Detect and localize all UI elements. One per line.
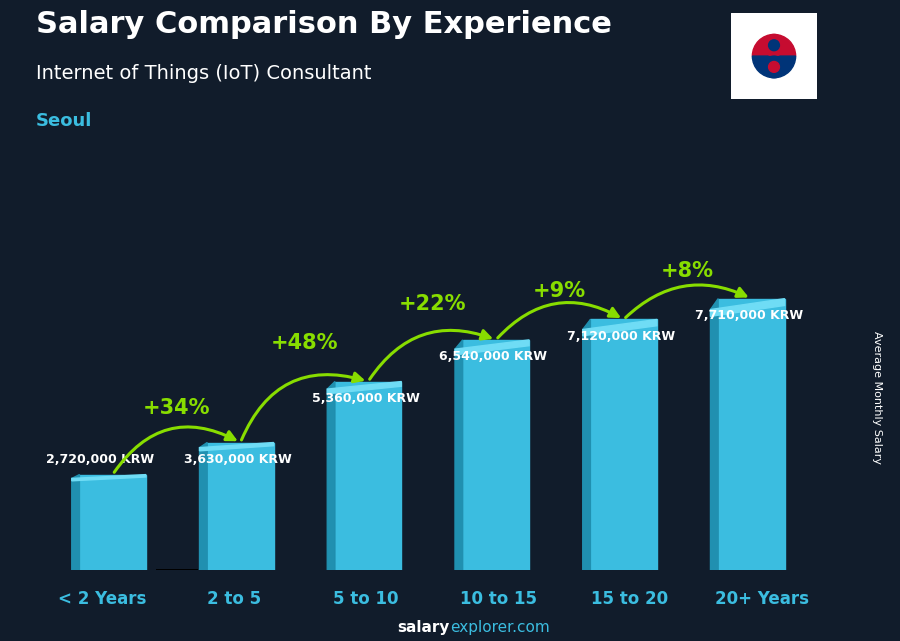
Text: 15 to 20: 15 to 20	[591, 590, 669, 608]
Polygon shape	[328, 381, 335, 570]
Text: 2,720,000 KRW: 2,720,000 KRW	[46, 453, 154, 466]
Circle shape	[763, 35, 785, 56]
Text: +22%: +22%	[399, 294, 466, 314]
Text: +34%: +34%	[143, 398, 211, 418]
Polygon shape	[72, 474, 146, 481]
Text: Seoul: Seoul	[36, 112, 93, 130]
Polygon shape	[582, 319, 657, 336]
Wedge shape	[752, 35, 796, 56]
Text: 6,540,000 KRW: 6,540,000 KRW	[439, 351, 547, 363]
Circle shape	[769, 40, 779, 51]
Polygon shape	[200, 442, 207, 570]
Polygon shape	[582, 319, 590, 570]
Polygon shape	[455, 340, 463, 570]
Text: Internet of Things (IoT) Consultant: Internet of Things (IoT) Consultant	[36, 64, 372, 83]
Text: 20+ Years: 20+ Years	[715, 590, 809, 608]
Circle shape	[763, 56, 785, 78]
Bar	[590, 319, 657, 570]
Text: Average Monthly Salary: Average Monthly Salary	[872, 331, 883, 464]
Polygon shape	[455, 340, 529, 355]
Text: < 2 Years: < 2 Years	[58, 590, 146, 608]
Polygon shape	[72, 474, 79, 570]
Text: 10 to 15: 10 to 15	[460, 590, 536, 608]
Text: 7,120,000 KRW: 7,120,000 KRW	[567, 330, 675, 343]
Text: explorer.com: explorer.com	[450, 620, 550, 635]
Text: 3,630,000 KRW: 3,630,000 KRW	[184, 453, 292, 466]
Text: salary: salary	[398, 620, 450, 635]
Text: 7,710,000 KRW: 7,710,000 KRW	[695, 309, 803, 322]
Wedge shape	[752, 56, 796, 78]
Bar	[718, 299, 785, 570]
Text: +9%: +9%	[533, 281, 586, 301]
Bar	[463, 340, 529, 570]
Polygon shape	[710, 299, 718, 570]
Polygon shape	[710, 299, 785, 317]
Bar	[79, 474, 146, 570]
Text: Salary Comparison By Experience: Salary Comparison By Experience	[36, 10, 612, 38]
Text: +8%: +8%	[661, 260, 714, 281]
Text: 2 to 5: 2 to 5	[207, 590, 261, 608]
Text: 5,360,000 KRW: 5,360,000 KRW	[311, 392, 419, 405]
Circle shape	[738, 20, 810, 92]
Polygon shape	[328, 381, 401, 394]
Circle shape	[769, 62, 779, 72]
Bar	[335, 381, 401, 570]
Text: +48%: +48%	[271, 333, 338, 353]
Bar	[207, 442, 274, 570]
Text: 5 to 10: 5 to 10	[333, 590, 399, 608]
Polygon shape	[200, 442, 274, 451]
